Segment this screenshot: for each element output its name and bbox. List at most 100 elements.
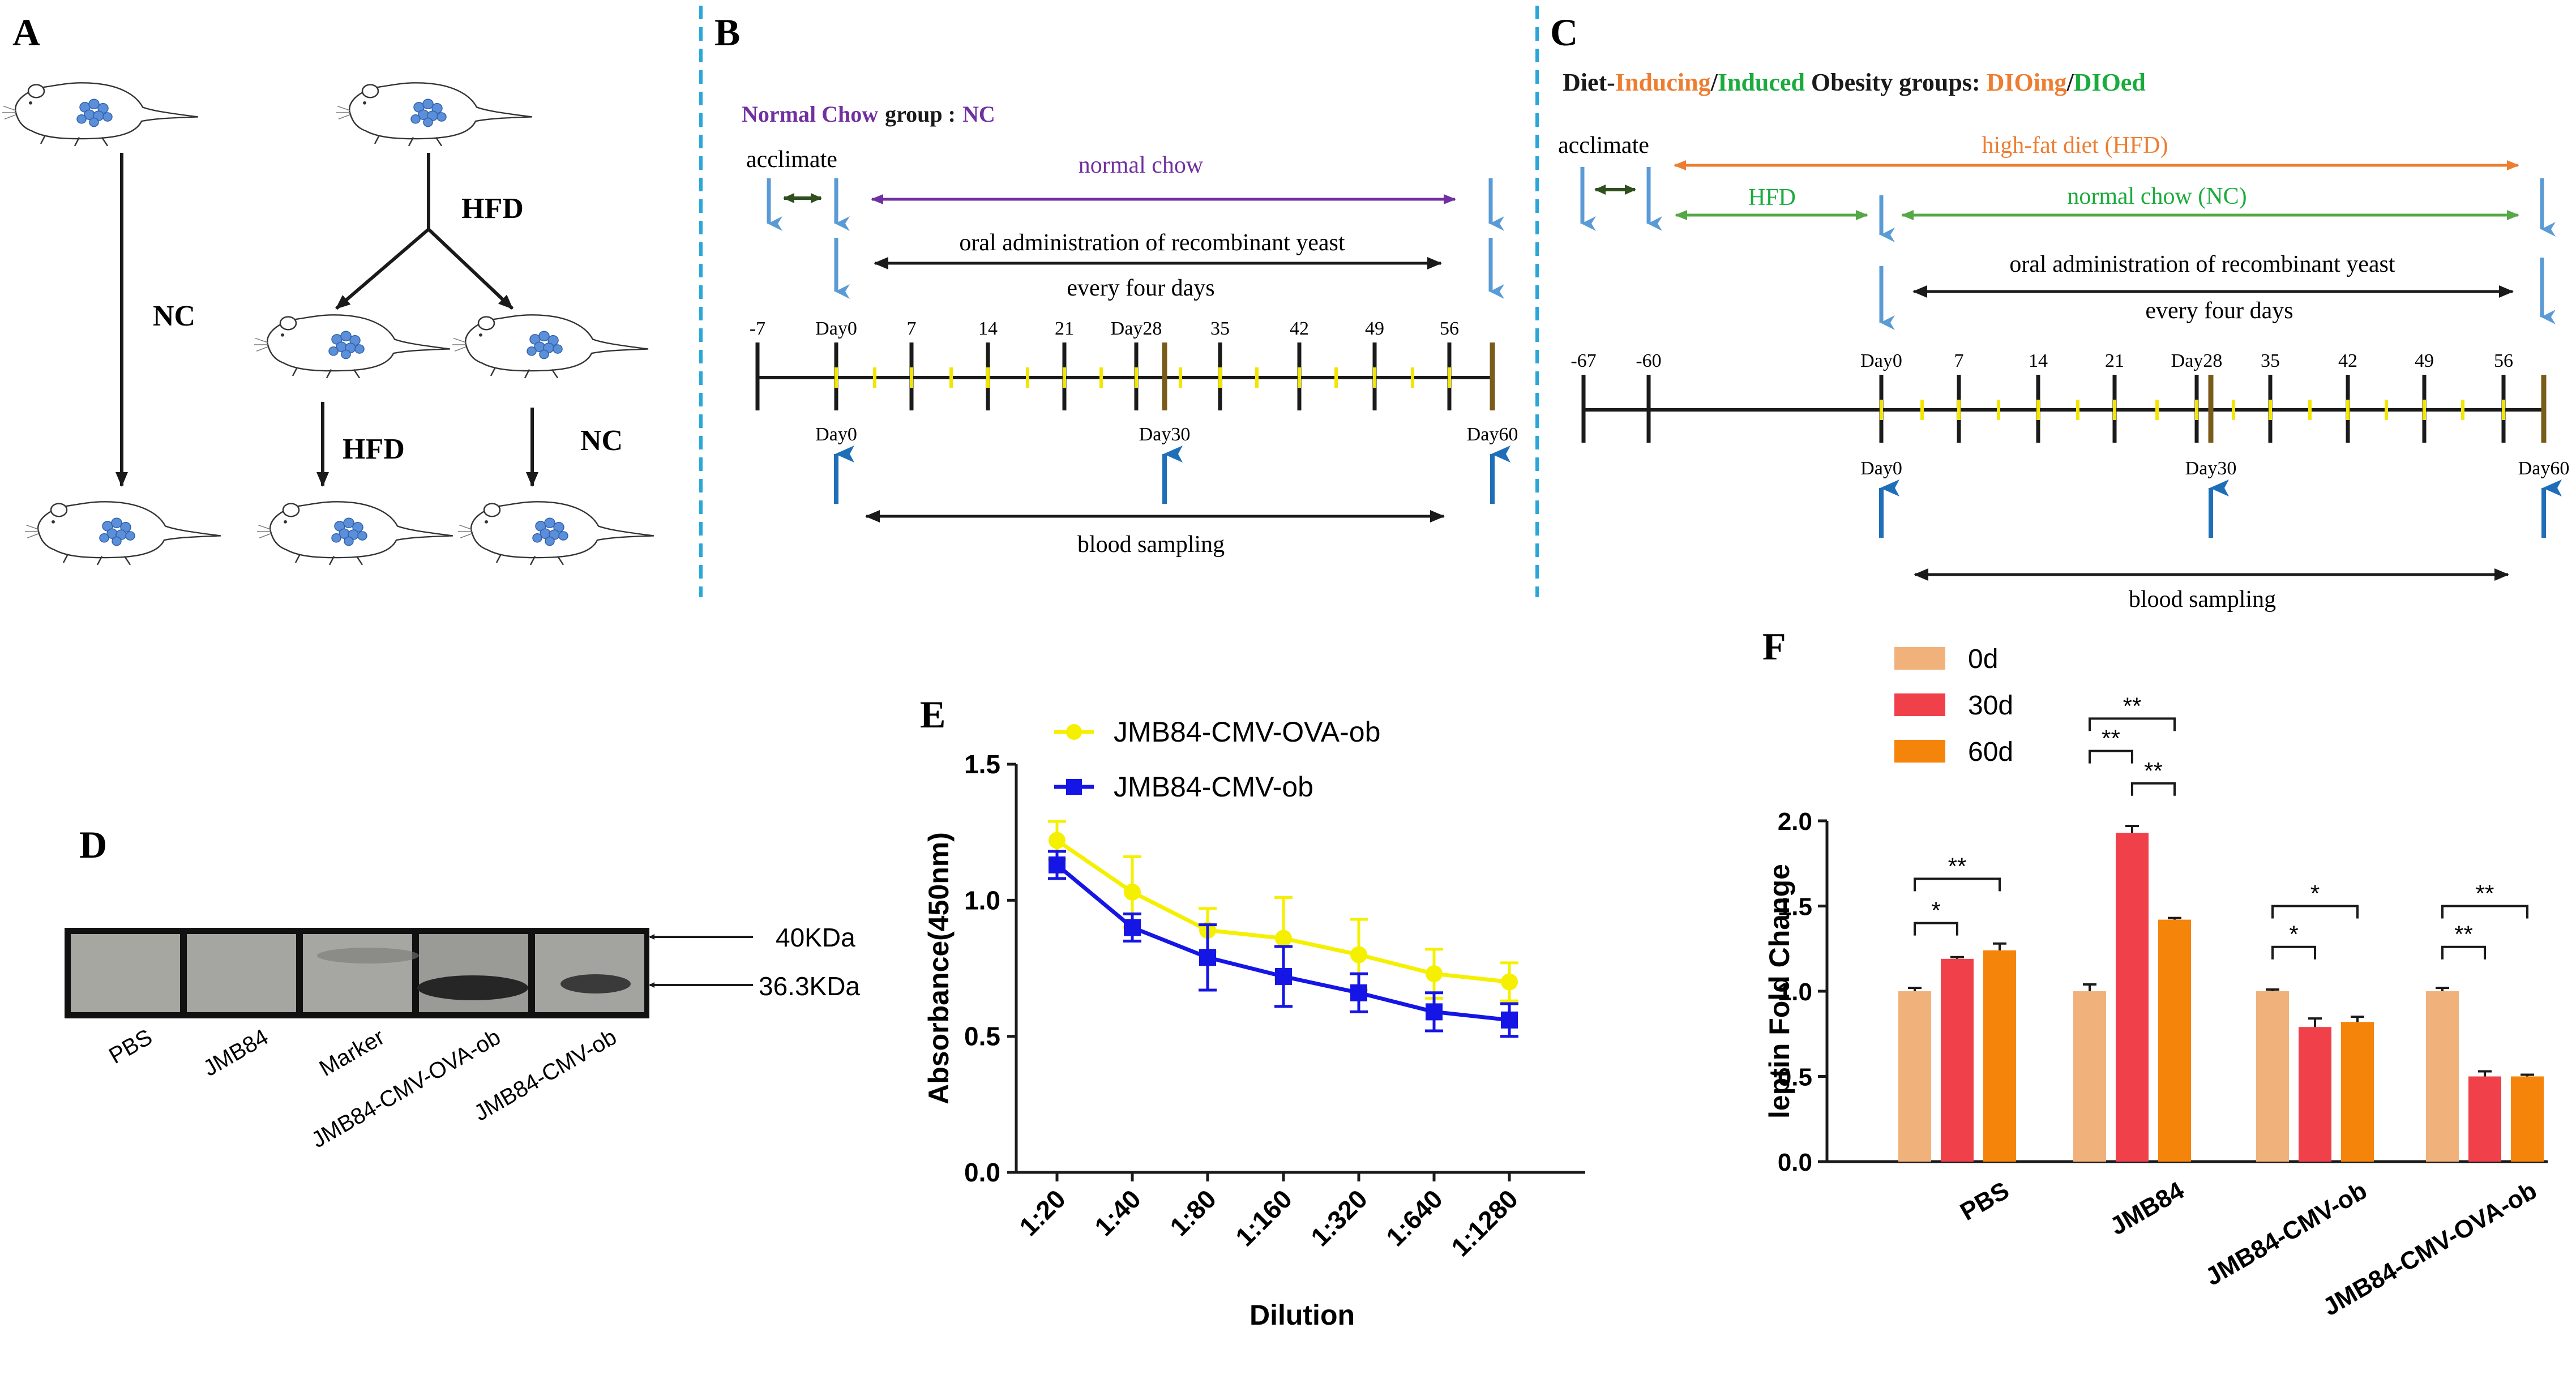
f-bar xyxy=(2341,1022,2374,1162)
blot-lane xyxy=(183,931,299,1016)
western-blot-lanes xyxy=(67,931,648,1016)
e-x-tick-label: 1:20 xyxy=(1013,1184,1071,1241)
lane-labels: PBS JMB84 MarkerJMB84-CMV-OVA-obJMB84-CMV-… xyxy=(105,1025,621,1153)
f-y-tick-label: 1.0 xyxy=(1778,978,1812,1006)
title-group: group : xyxy=(885,101,956,127)
e-legend-label: JMB84-CMV-OVA-ob xyxy=(1114,716,1380,748)
marker-label-40kda: 40KDa xyxy=(776,923,855,952)
b-tick-label: 35 xyxy=(1210,318,1230,339)
f-significance-label: ** xyxy=(2454,921,2473,948)
e-data-point xyxy=(1049,832,1066,849)
f-legend-swatch xyxy=(1894,647,1945,670)
title-inducing: Inducing xyxy=(1615,68,1711,96)
f-bar xyxy=(2468,1076,2501,1162)
c-day-labels: Day0 Day30 Day60 xyxy=(1860,458,2569,538)
c-hfd-short-label: HFD xyxy=(1748,185,1796,211)
label-hfd-top: HFD xyxy=(461,192,524,225)
c-tick-label: Day0 xyxy=(1860,350,1902,371)
e-legend-marker xyxy=(1066,724,1082,740)
e-legend-label: JMB84-CMV-ob xyxy=(1114,771,1313,803)
b-tick-label: 14 xyxy=(978,318,998,339)
e-data-point xyxy=(1199,949,1216,966)
e-x-tick-label: 1:160 xyxy=(1230,1184,1298,1252)
e-x-tick-label: 1:640 xyxy=(1380,1184,1448,1252)
c-blood-label: blood sampling xyxy=(2129,586,2276,613)
chart-f: 0.0 0.5 1.0 1.5 2.0 leptin Fold Change PBS JMB8… xyxy=(1764,644,2548,1321)
f-bar xyxy=(2511,1076,2544,1162)
f-bar xyxy=(1898,991,1931,1162)
panel-a: A NC HFD HFD NC xyxy=(1,11,655,566)
b-tick-label: 21 xyxy=(1055,318,1074,339)
f-y-tick-label: 1.5 xyxy=(1778,893,1812,921)
c-tick-label: 14 xyxy=(2029,350,2048,371)
f-significance-label: ** xyxy=(2102,725,2120,752)
e-x-tick-label: 1:1280 xyxy=(1445,1184,1524,1262)
f-significance-bracket xyxy=(1914,877,2001,892)
f-legend-label: 0d xyxy=(1968,644,1998,674)
f-significance-bracket xyxy=(2271,945,2316,960)
b-day-label: Day60 xyxy=(1467,424,1518,445)
f-significance-bracket xyxy=(2089,717,2176,731)
e-x-tick-label: 1:320 xyxy=(1305,1184,1373,1252)
blot-lane xyxy=(299,931,416,1016)
e-data-point xyxy=(1426,1003,1443,1021)
c-acclimate-label: acclimate xyxy=(1558,132,1649,159)
f-y-axis-label: leptin Fold Change xyxy=(1764,864,1795,1119)
e-x-tick-label: 1:40 xyxy=(1089,1184,1146,1241)
marker-band-40kda xyxy=(317,948,419,963)
panel-a-arrows xyxy=(115,153,538,487)
panel-c: C Diet-Inducing/Induced Obesity groups: … xyxy=(1550,11,2569,613)
e-y-axis-label: Absorbance(450nm) xyxy=(923,832,955,1104)
b-blood-label: blood sampling xyxy=(1077,532,1225,558)
panel-d: D 40KDa 36.3KDa PBS JMB84 MarkerJMB84-CMV-… xyxy=(65,823,860,1153)
e-data-point xyxy=(1501,973,1518,991)
e-data-point xyxy=(1350,984,1367,1001)
f-y-tick-label: 0.0 xyxy=(1778,1149,1812,1176)
f-bar xyxy=(2256,991,2289,1162)
b-day-label: Day0 xyxy=(815,424,857,445)
title-slash: / xyxy=(1710,68,1718,96)
f-significance-label: * xyxy=(2310,880,2320,907)
c-day-label: Day30 xyxy=(2185,458,2237,479)
f-legend-swatch xyxy=(1894,740,1945,763)
title-dioed: DIOed xyxy=(2074,68,2146,96)
c-timeline-tick-labels: -67 -60 Day0 7 14 21 Day28 35 42 49 56 xyxy=(1571,350,2513,371)
f-significance-label: ** xyxy=(2144,757,2163,784)
e-y-tick-label: 0.0 xyxy=(964,1158,1000,1187)
e-x-axis-label: Dilution xyxy=(1250,1299,1355,1331)
panel-label-b: B xyxy=(714,11,740,54)
f-bar xyxy=(1941,958,1974,1162)
b-normal-chow-label: normal chow xyxy=(1079,152,1204,178)
b-tick-label: 7 xyxy=(907,318,917,339)
panel-b-title: Normal Chow group : NC xyxy=(742,101,995,127)
panel-f: F 0.0 0.5 1.0 1.5 2.0 leptin Fold Change PBS JM… xyxy=(1762,625,2548,1321)
chart-e: 0.0 0.5 1.0 1.5 1:20 1:40 1:80 1:160 1:320 1:6401… xyxy=(923,716,1585,1331)
panel-label-e: E xyxy=(920,693,945,736)
lane-label: JMB84-CMV-OVA-ob xyxy=(307,1025,505,1153)
f-x-tick-label: JMB84 xyxy=(2106,1176,2189,1241)
b-tick-label: Day0 xyxy=(815,318,857,339)
title-diet: Diet- xyxy=(1563,68,1615,96)
f-significance-bracket xyxy=(2441,905,2528,919)
f-significance-label: ** xyxy=(2123,692,2142,719)
c-hfd-long-label: high-fat diet (HFD) xyxy=(1982,132,2168,159)
panel-label-c: C xyxy=(1550,11,1578,54)
f-significance-label: ** xyxy=(2476,880,2494,907)
f-x-tick-label: JMB84-CMV-ob xyxy=(2201,1176,2372,1291)
panel-e: E 0.0 0.5 1.0 1.5 1:20 1:40 1:80 1:160 1:320 1:64… xyxy=(920,693,1585,1331)
panel-label-d: D xyxy=(79,823,107,866)
f-significance-bracket xyxy=(2089,750,2133,764)
f-bar xyxy=(2299,1027,2331,1162)
e-y-tick-label: 1.0 xyxy=(964,885,1000,915)
c-tick-label: -67 xyxy=(1571,350,1596,371)
c-nc-label: normal chow (NC) xyxy=(2067,183,2246,209)
c-day-label: Day0 xyxy=(1860,458,1902,479)
title-normal-chow: Normal Chow xyxy=(742,101,878,127)
f-bar xyxy=(1983,950,2016,1162)
f-y-tick-label: 0.5 xyxy=(1778,1064,1812,1091)
e-data-point xyxy=(1124,883,1141,901)
title-slash2: / xyxy=(2066,68,2074,96)
b-tick-label: 49 xyxy=(1365,318,1384,339)
f-significance-label: * xyxy=(2289,921,2298,948)
e-data-point xyxy=(1124,919,1141,936)
